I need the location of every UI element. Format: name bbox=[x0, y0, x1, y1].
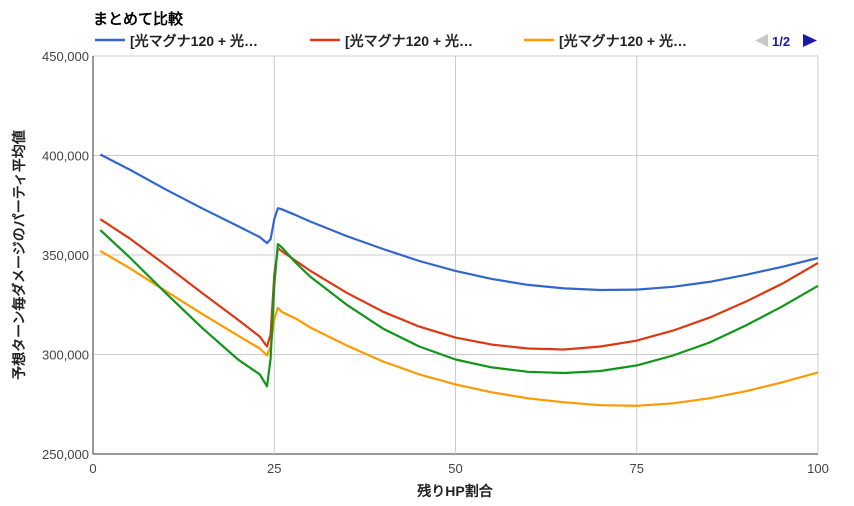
y-tick-label: 450,000 bbox=[42, 49, 89, 64]
series-line-1[interactable] bbox=[99, 153, 819, 292]
x-axis-title: 残りHP割合 bbox=[417, 483, 493, 499]
series-line-4[interactable] bbox=[99, 229, 819, 388]
x-tick-label: 50 bbox=[448, 461, 462, 476]
gridlines bbox=[92, 55, 819, 455]
x-axis-ticks: 0 25 50 75 100 bbox=[89, 461, 828, 476]
y-axis-title: 予想ターン毎ダメージのパーティ平均値 bbox=[11, 130, 27, 380]
y-tick-label: 350,000 bbox=[42, 248, 89, 263]
legend-pager: 1/2 bbox=[755, 34, 817, 49]
y-tick-label: 400,000 bbox=[42, 149, 89, 164]
x-tick-label: 25 bbox=[267, 461, 281, 476]
legend-next-arrow-icon[interactable] bbox=[803, 34, 817, 47]
legend-prev-arrow-icon[interactable] bbox=[755, 34, 768, 47]
legend-page-indicator: 1/2 bbox=[772, 34, 790, 49]
y-axis-ticks: 250,000 300,000 350,000 400,000 450,000 bbox=[42, 49, 89, 462]
y-tick-label: 250,000 bbox=[42, 447, 89, 462]
x-tick-label: 0 bbox=[89, 461, 96, 476]
chart-title: まとめて比較 bbox=[93, 10, 184, 28]
legend-label-2[interactable]: [光マグナ120 + 光… bbox=[345, 33, 473, 49]
legend-label-3[interactable]: [光マグナ120 + 光… bbox=[559, 33, 687, 49]
y-tick-label: 300,000 bbox=[42, 348, 89, 363]
series-line-2[interactable] bbox=[99, 218, 819, 351]
legend: [光マグナ120 + 光… [光マグナ120 + 光… [光マグナ120 + 光… bbox=[95, 33, 687, 49]
x-tick-label: 100 bbox=[807, 461, 829, 476]
plot-area bbox=[99, 153, 819, 407]
x-tick-label: 75 bbox=[630, 461, 644, 476]
series-line-3[interactable] bbox=[99, 250, 819, 407]
legend-label-1[interactable]: [光マグナ120 + 光… bbox=[130, 33, 258, 49]
